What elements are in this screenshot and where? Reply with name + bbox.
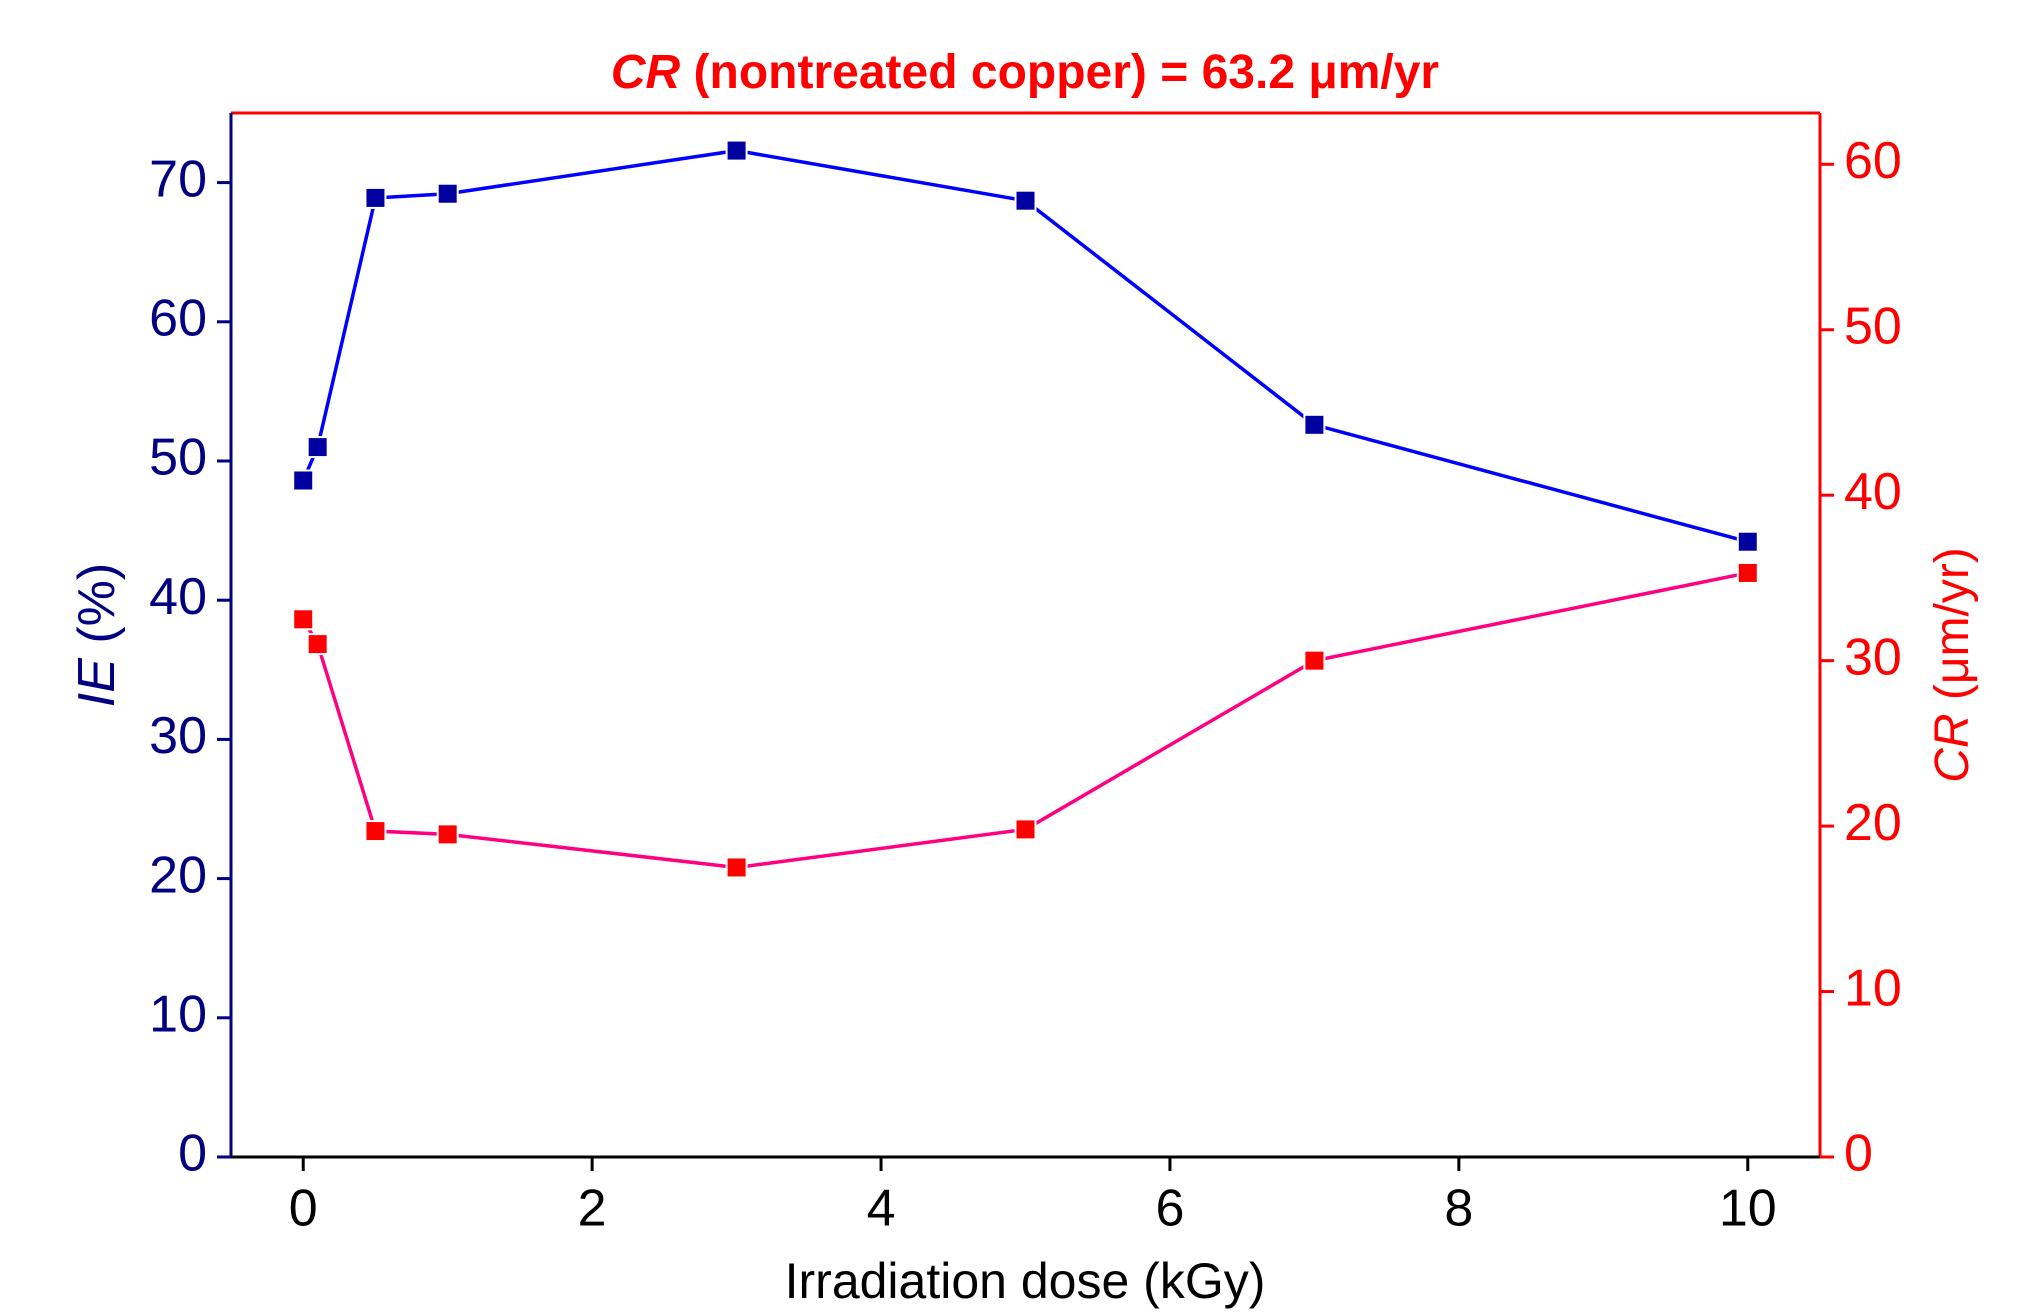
marker [725, 856, 748, 879]
y-axis-label: IE (%) [68, 563, 126, 707]
x-tick-label: 10 [1719, 1180, 1777, 1238]
title-italic: CR [611, 46, 681, 99]
y2-tick-label: 50 [1844, 297, 1902, 355]
y2-axis-label: CR (μm/yr) [1926, 547, 1979, 783]
y2-tick-label: 60 [1844, 132, 1902, 190]
marker [292, 469, 315, 492]
y-tick-label: 0 [178, 1125, 207, 1183]
title-text: (nontreated copper) = 63.2 μm/yr [680, 46, 1439, 99]
series-line [301, 571, 1749, 870]
marker [306, 633, 329, 656]
y-label-italic: IE [68, 657, 126, 707]
y2-tick-label: 30 [1844, 628, 1902, 686]
y-tick-label: 30 [149, 707, 207, 765]
series-line [301, 148, 1749, 544]
marker [364, 820, 387, 843]
x-tick-label: 8 [1444, 1180, 1473, 1238]
y-label-text: (%) [68, 563, 126, 658]
marker [1014, 818, 1037, 841]
marker [1014, 189, 1037, 212]
marker [1736, 530, 1759, 553]
x-axis-label: Irradiation dose (kGy) [785, 1253, 1266, 1309]
y2-label-text: (μm/yr) [1926, 547, 1979, 713]
marker [1303, 649, 1326, 672]
marker [1303, 413, 1326, 436]
y-tick-label: 40 [149, 568, 207, 626]
marker [364, 186, 387, 209]
y2-tick-label: 20 [1844, 794, 1902, 852]
marker [725, 139, 748, 162]
x-tick-label: 0 [289, 1180, 318, 1238]
x-tick-label: 6 [1155, 1180, 1184, 1238]
marker [292, 608, 315, 631]
y2-tick-label: 10 [1844, 959, 1902, 1017]
y2-tick-label: 40 [1844, 463, 1902, 521]
x-tick-label: 2 [578, 1180, 607, 1238]
chart-title: CR (nontreated copper) = 63.2 μm/yr [611, 46, 1439, 99]
y-tick-label: 50 [149, 429, 207, 487]
y-tick-label: 10 [149, 986, 207, 1044]
y-tick-label: 60 [149, 290, 207, 348]
y-tick-label: 70 [149, 150, 207, 208]
marker [436, 823, 459, 846]
y-tick-label: 20 [149, 846, 207, 904]
marker [1736, 561, 1759, 584]
x-tick-label: 4 [867, 1180, 896, 1238]
y2-label-italic: CR [1926, 713, 1979, 782]
marker [306, 436, 329, 459]
y2-tick-label: 0 [1844, 1125, 1873, 1183]
marker [436, 182, 459, 205]
